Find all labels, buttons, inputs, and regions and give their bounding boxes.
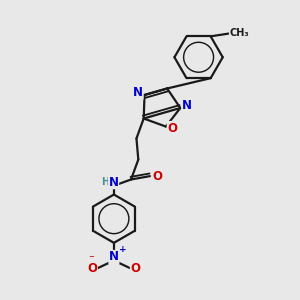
Text: O: O	[152, 169, 162, 183]
Text: N: N	[182, 99, 192, 112]
Text: +: +	[119, 245, 127, 254]
Text: ⁻: ⁻	[88, 254, 94, 264]
Text: O: O	[130, 262, 140, 275]
Text: H: H	[102, 177, 110, 187]
Text: CH₃: CH₃	[230, 28, 249, 38]
Text: O: O	[87, 262, 98, 275]
Text: N: N	[133, 86, 143, 99]
Text: N: N	[109, 250, 119, 263]
Text: N: N	[109, 176, 118, 189]
Text: O: O	[167, 122, 177, 134]
